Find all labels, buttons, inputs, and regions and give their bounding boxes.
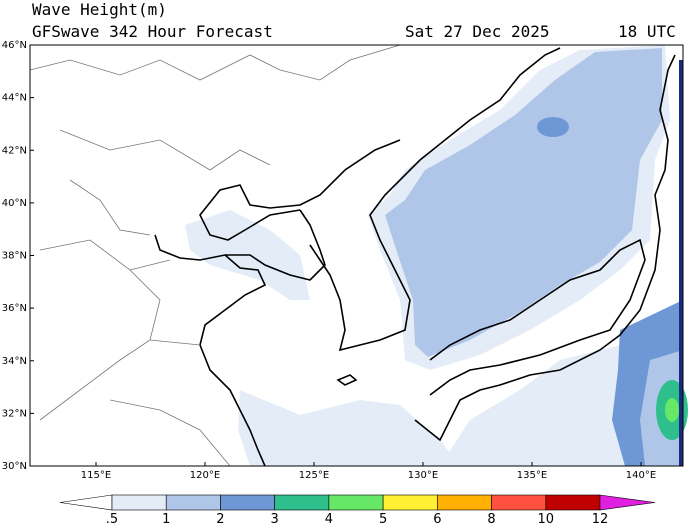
lat-label: 30°N — [2, 461, 27, 472]
colorbar-label: .5 — [106, 512, 118, 525]
colorbar-label: 3 — [271, 512, 279, 525]
title: Wave Height(m) — [32, 0, 167, 19]
lon-label: 130°E — [408, 470, 438, 481]
sea-of-japan-peak — [537, 117, 569, 137]
map-area — [29, 44, 688, 467]
lon-label: 135°E — [517, 470, 547, 481]
china-coast — [154, 139, 401, 467]
lon-label: 115°E — [81, 470, 111, 481]
colorbar-label: 12 — [592, 512, 609, 525]
blue-sea — [385, 48, 662, 357]
edge-strip — [679, 60, 683, 466]
colorbar-label: 8 — [487, 512, 495, 525]
colorbar-label: 10 — [538, 512, 555, 525]
lat-label: 40°N — [2, 198, 27, 209]
lon-label: 140°E — [626, 470, 656, 481]
colorbar-bin — [545, 494, 601, 511]
colorbar-bin — [491, 494, 547, 511]
lon-label: 120°E — [190, 470, 220, 481]
province-borders — [29, 44, 401, 467]
subtitle: GFSwave 342 Hour Forecast — [32, 22, 273, 41]
lat-label: 36°N — [2, 303, 27, 314]
lat-label: 34°N — [2, 356, 27, 367]
korea-coast — [309, 47, 561, 352]
jeju — [336, 374, 358, 386]
time: 18 UTC — [618, 22, 676, 41]
lat-label: 46°N — [2, 40, 27, 51]
lat-label: 32°N — [2, 408, 27, 419]
colorbar-bin — [437, 494, 492, 511]
colorbar-bin — [111, 494, 167, 511]
colorbar-bin — [382, 494, 438, 511]
swell-peak — [665, 398, 679, 422]
colorbar-label: 6 — [433, 512, 441, 525]
east-china-sea — [238, 390, 460, 466]
japan-coast — [414, 54, 676, 442]
lat-label: 38°N — [2, 251, 27, 262]
colorbar-label: 4 — [325, 512, 333, 525]
colorbar-bin — [274, 494, 330, 511]
colorbar-arrow-low — [59, 494, 113, 511]
colorbar-label: 1 — [162, 512, 170, 525]
colorbar-bin — [328, 494, 384, 511]
colorbar-bin — [165, 494, 221, 511]
lon-label: 125°E — [299, 470, 329, 481]
colorbar-arrow-high — [599, 494, 656, 511]
lat-label: 44°N — [2, 93, 27, 104]
colorbar-label: 5 — [379, 512, 387, 525]
colorbar-bin — [220, 494, 275, 511]
colorbar-label: 2 — [216, 512, 224, 525]
lat-label: 42°N — [2, 145, 27, 156]
date: Sat 27 Dec 2025 — [405, 22, 550, 41]
